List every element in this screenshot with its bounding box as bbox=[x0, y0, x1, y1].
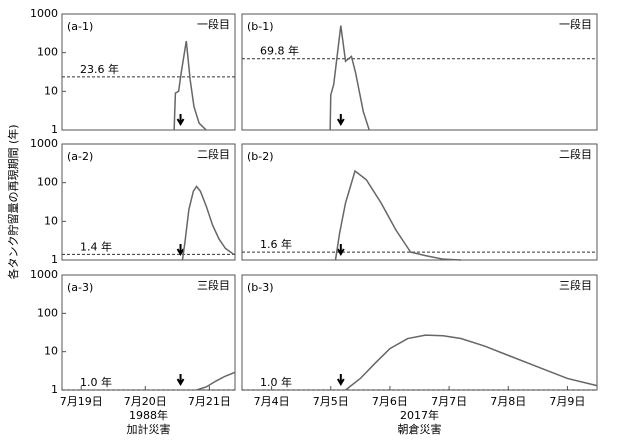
panel-subtitle: 一段目 bbox=[197, 17, 230, 31]
threshold-label: 1.0 年 bbox=[80, 375, 112, 389]
x-tick-label: 7月4日 bbox=[254, 395, 290, 408]
y-tick-label: 10 bbox=[44, 84, 58, 97]
x-tick-label: 7月5日 bbox=[313, 395, 349, 408]
y-tick-label: 1000 bbox=[30, 268, 58, 281]
arrow bbox=[176, 114, 185, 126]
arrow bbox=[336, 374, 345, 386]
y-tick-label: 100 bbox=[37, 306, 58, 319]
plot-frame bbox=[61, 13, 236, 131]
panel-subtitle: 三段目 bbox=[197, 278, 230, 292]
panel-label: (a-1) bbox=[67, 20, 93, 33]
x-tick-label: 7月9日 bbox=[549, 395, 585, 408]
y-tick-label: 10 bbox=[44, 214, 58, 227]
arrow bbox=[336, 114, 345, 126]
y-tick-label: 1000 bbox=[30, 137, 58, 150]
panel-label: (b-1) bbox=[247, 20, 274, 33]
panel-label: (b-3) bbox=[247, 281, 274, 294]
series-line bbox=[196, 371, 236, 391]
plot-frame bbox=[241, 13, 598, 131]
series-line bbox=[345, 334, 598, 391]
series-line bbox=[173, 40, 207, 131]
series-line bbox=[329, 25, 370, 131]
threshold-label: 69.8 年 bbox=[260, 44, 299, 58]
panel-subtitle: 一段目 bbox=[559, 17, 592, 31]
panel-label: (a-3) bbox=[67, 281, 93, 294]
y-tick-label: 1000 bbox=[30, 7, 58, 20]
y-tick-label: 100 bbox=[37, 176, 58, 189]
y-axis-label: 各タンク貯留量の再現期間 (年) bbox=[6, 124, 20, 279]
x-tick-label: 7月19日 bbox=[60, 395, 103, 408]
panel-subtitle: 三段目 bbox=[559, 278, 592, 292]
x-tick-label: 7月6日 bbox=[372, 395, 408, 408]
arrow bbox=[336, 244, 345, 256]
series-line bbox=[334, 169, 461, 261]
threshold-label: 1.0 年 bbox=[260, 375, 292, 389]
x-tick-label: 7月20日 bbox=[124, 395, 167, 408]
x-axis-label: 加計災害 bbox=[127, 422, 171, 436]
plot-frame bbox=[61, 143, 236, 261]
threshold-label: 23.6 年 bbox=[80, 62, 119, 76]
y-tick-label: 10 bbox=[44, 345, 58, 358]
arrow bbox=[176, 244, 185, 256]
x-axis-label: 朝倉災害 bbox=[398, 422, 442, 436]
threshold-label: 1.6 年 bbox=[260, 237, 292, 251]
y-tick-label: 1 bbox=[51, 383, 58, 396]
panel-subtitle: 二段目 bbox=[559, 147, 592, 161]
plot-frame bbox=[241, 274, 598, 391]
threshold-label: 1.4 年 bbox=[80, 239, 112, 253]
x-axis-label: 1988年 bbox=[129, 408, 168, 422]
x-tick-label: 7月7日 bbox=[431, 395, 467, 408]
y-tick-label: 1 bbox=[51, 123, 58, 136]
panel-subtitle: 二段目 bbox=[197, 147, 230, 161]
panel-label: (a-2) bbox=[67, 150, 93, 163]
arrow bbox=[176, 374, 185, 386]
x-tick-label: 7月21日 bbox=[188, 395, 231, 408]
y-tick-label: 1 bbox=[51, 253, 58, 266]
panel-label: (b-2) bbox=[247, 150, 274, 163]
x-tick-label: 7月8日 bbox=[490, 395, 526, 408]
x-axis-label: 2017年 bbox=[400, 408, 439, 422]
plot-frame bbox=[241, 143, 598, 261]
y-tick-label: 100 bbox=[37, 46, 58, 59]
series-line bbox=[181, 185, 235, 261]
